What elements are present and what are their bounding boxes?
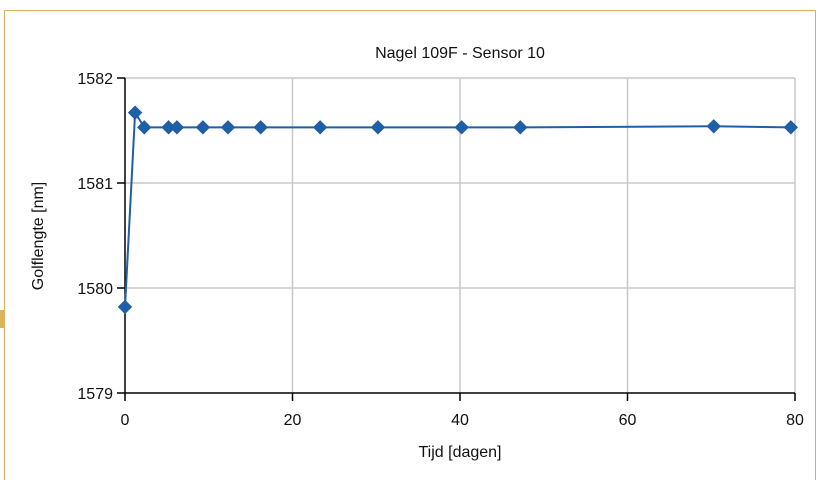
data-point-11 xyxy=(513,120,528,135)
data-point-1 xyxy=(127,105,143,120)
data-point-9 xyxy=(370,120,386,135)
axes xyxy=(117,77,796,401)
data-point-0 xyxy=(117,299,133,315)
frame-accent xyxy=(0,310,5,328)
grid-lines xyxy=(125,77,796,393)
chart-frame xyxy=(4,10,816,480)
data-point-7 xyxy=(253,120,268,135)
y-tick-label-1582: 1582 xyxy=(77,71,113,88)
x-tick-label-0: 0 xyxy=(121,412,130,429)
x-tick-label-40: 40 xyxy=(451,412,469,429)
y-tick-label-1580: 1580 xyxy=(77,281,113,298)
series-layer xyxy=(117,105,799,315)
x-tick-label-20: 20 xyxy=(284,412,302,429)
y-tick-label-1579: 1579 xyxy=(77,386,113,403)
series-line-0 xyxy=(124,109,791,307)
y-tick-label-1581: 1581 xyxy=(77,176,113,193)
data-point-10 xyxy=(454,120,469,135)
chart-title: Nagel 109F - Sensor 10 xyxy=(375,45,545,62)
data-point-5 xyxy=(195,120,211,135)
tick-labels: 1579 1580 1581 1582 0 20 40 60 80 xyxy=(77,71,804,429)
data-point-2 xyxy=(137,120,152,135)
data-point-6 xyxy=(220,120,236,135)
data-point-13 xyxy=(783,120,799,135)
y-axis-label: Golflengte [nm] xyxy=(30,182,47,291)
data-point-12 xyxy=(706,119,721,134)
x-tick-label-60: 60 xyxy=(619,412,637,429)
data-point-4 xyxy=(169,120,185,135)
x-tick-label-80: 80 xyxy=(786,412,804,429)
x-axis-label: Tijd [dagen] xyxy=(418,444,501,461)
data-point-8 xyxy=(312,120,328,135)
